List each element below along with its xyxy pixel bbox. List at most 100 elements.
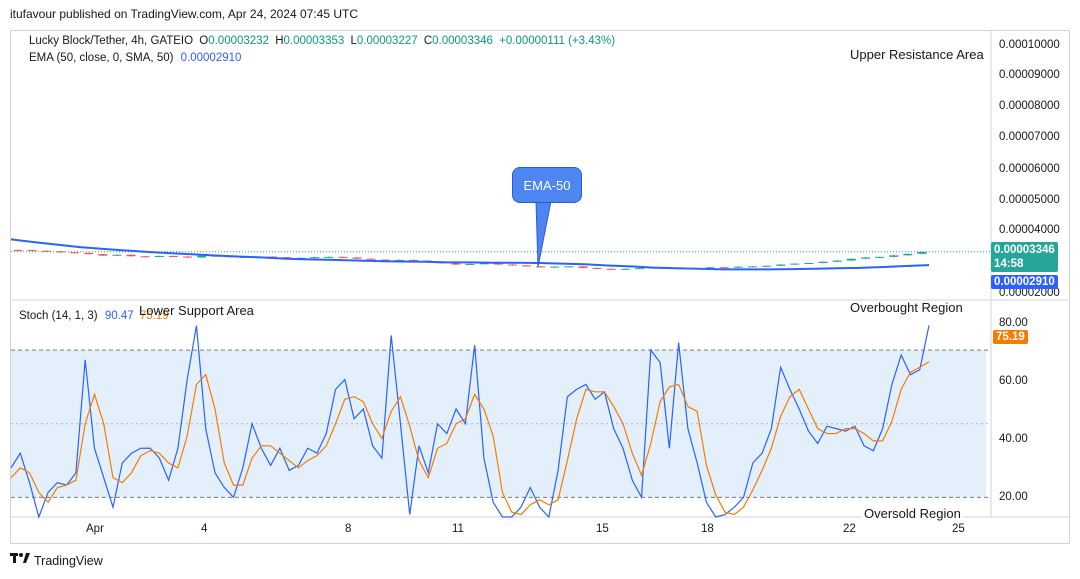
candle-body — [550, 266, 560, 268]
time-label: 8 — [345, 523, 352, 535]
price-tick: 0.00007000 — [999, 131, 1060, 143]
candle-body — [521, 265, 532, 267]
candle-body — [13, 249, 23, 251]
upper-resistance-label: Upper Resistance Area — [850, 47, 984, 62]
stoch-d-value: 75.19 — [139, 310, 169, 322]
ema-price-tag: 0.00002910 — [991, 275, 1058, 289]
candle-body — [408, 259, 419, 261]
time-label: 4 — [201, 523, 208, 535]
candle-body — [394, 259, 404, 261]
candle-body — [804, 262, 814, 264]
low-label: L — [350, 35, 357, 47]
candle-body — [776, 264, 786, 266]
stoch-d-tag: 75.19 — [993, 330, 1028, 344]
candle-body — [762, 265, 772, 267]
candle-body — [183, 256, 193, 258]
candle-body — [705, 267, 715, 269]
candle-body — [719, 267, 729, 269]
stoch-label[interactable]: Stoch (14, 1, 3) — [19, 310, 98, 322]
candle-body — [818, 261, 828, 263]
candle-body — [126, 254, 136, 257]
time-label: 22 — [843, 523, 856, 535]
candle-body — [380, 259, 390, 261]
price-tick: 0.00010000 — [999, 39, 1060, 51]
time-label: 18 — [701, 523, 714, 535]
time-label: Apr — [86, 523, 104, 535]
open-value: 0.00003232 — [208, 35, 269, 47]
candle-body — [84, 252, 94, 255]
footer-brand[interactable]: TradingView — [10, 553, 103, 568]
candlestick-series — [11, 249, 991, 270]
candle-body — [479, 263, 489, 265]
stoch-tick: 20.00 — [999, 491, 1028, 503]
candle-body — [606, 268, 616, 270]
footer-brand-label: TradingView — [34, 553, 103, 568]
ema-line-group — [11, 238, 930, 271]
candle-body — [168, 255, 178, 257]
publisher-line: itufavour published on TradingView.com, … — [10, 7, 358, 21]
ohlc-legend: Lucky Block/Tether, 4h, GATEIO O0.000032… — [29, 35, 615, 47]
candle-body — [154, 255, 164, 257]
stoch-tick: 60.00 — [999, 375, 1028, 387]
high-value: 0.00003353 — [283, 35, 345, 47]
ema-legend: EMA (50, close, 0, SMA, 50) 0.00002910 — [29, 52, 241, 64]
change-value: +0.00000111 (+3.43%) — [499, 35, 616, 47]
price-tick: 0.00002000 — [999, 287, 1060, 299]
symbol-label[interactable]: Lucky Block/Tether, 4h, GATEIO — [29, 35, 194, 47]
candle-body — [493, 263, 503, 265]
ema-value: 0.00002910 — [180, 52, 242, 64]
candle-body — [451, 263, 461, 265]
time-label: 25 — [952, 523, 965, 535]
price-tick: 0.00004000 — [999, 224, 1060, 236]
candle-body — [324, 256, 334, 258]
stoch-band-background — [11, 350, 986, 498]
chart-canvas[interactable] — [11, 31, 1069, 543]
candle-body — [140, 256, 150, 258]
candle-body — [875, 256, 885, 258]
lower-support-label: Lower Support Area — [139, 303, 254, 318]
candle-body — [536, 266, 546, 268]
candle-body — [310, 257, 320, 259]
tradingview-logo-icon — [10, 553, 30, 568]
time-label: 15 — [596, 523, 609, 535]
candle-body — [70, 252, 80, 254]
open-label: O — [199, 35, 209, 47]
stoch-k-value: 90.47 — [104, 310, 134, 322]
candle-body — [55, 251, 65, 253]
close-value: 0.00003346 — [432, 35, 493, 47]
last-price-tag: 0.00003346 14:58 — [991, 242, 1058, 272]
candle-body — [733, 266, 743, 268]
candle-body — [634, 268, 644, 270]
stoch-legend: Stoch (14, 1, 3) 90.47 75.19 — [19, 310, 169, 322]
candle-body — [465, 263, 475, 265]
chart-frame: Lucky Block/Tether, 4h, GATEIO O0.000032… — [10, 30, 1070, 544]
stoch-tick: 40.00 — [999, 433, 1028, 445]
ema-callout: EMA-50 — [512, 167, 582, 203]
candle-body — [846, 258, 856, 261]
candle-body — [564, 266, 574, 268]
close-label: C — [423, 35, 433, 47]
low-value: 0.00003227 — [356, 35, 418, 47]
candle-body — [860, 257, 870, 259]
candle-body — [41, 250, 51, 252]
oversold-label: Oversold Region — [862, 506, 963, 521]
ema-callout-pointer — [535, 200, 552, 268]
candle-body — [903, 253, 913, 256]
high-label: H — [275, 35, 284, 47]
stoch-tick: 80.00 — [999, 317, 1028, 329]
overbought-label: Overbought Region — [850, 300, 963, 315]
candle-body — [112, 254, 122, 256]
candle-body — [620, 268, 630, 270]
candle-body — [592, 267, 602, 269]
candle-body — [917, 251, 927, 254]
candle-body — [578, 266, 588, 268]
stoch-d-line — [11, 361, 930, 516]
candle-body — [790, 263, 800, 265]
price-tick: 0.00008000 — [999, 100, 1060, 112]
candle-body — [197, 255, 207, 258]
stoch-lines-group — [11, 325, 991, 519]
ema-label[interactable]: EMA (50, close, 0, SMA, 50) — [29, 52, 174, 64]
candle-body — [366, 258, 376, 260]
candle-body — [352, 257, 362, 259]
stoch-k-line — [11, 325, 930, 519]
